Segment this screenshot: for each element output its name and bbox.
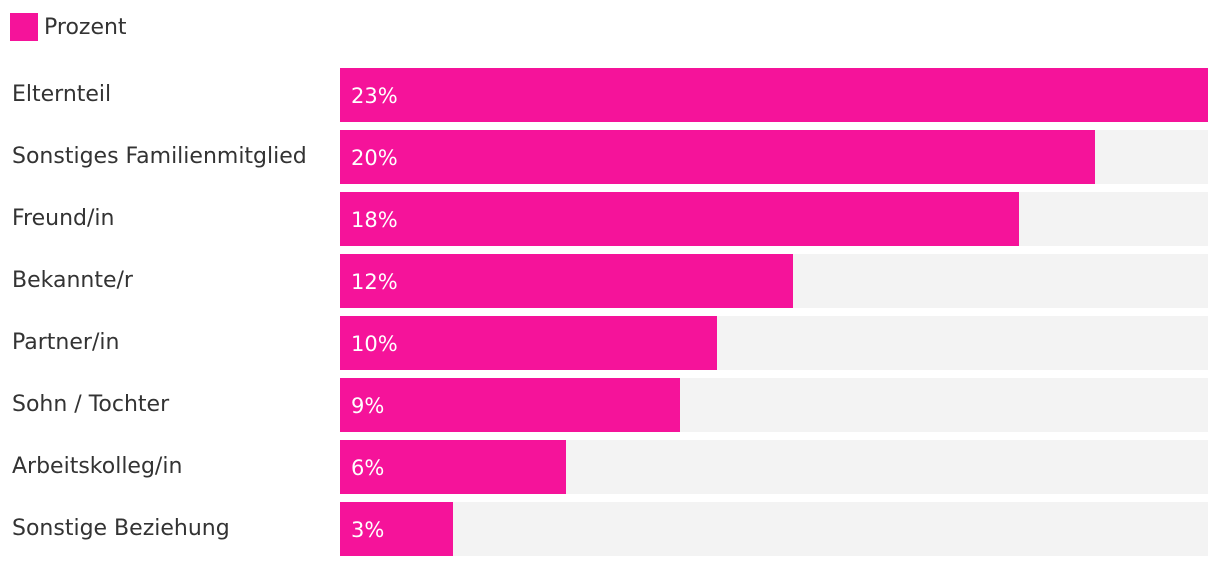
legend-swatch — [10, 13, 38, 41]
bar[interactable] — [340, 192, 1019, 246]
bar-track: 23% — [340, 68, 1208, 122]
category-label: Arbeitskolleg/in — [12, 454, 183, 479]
bar-track: 20% — [340, 130, 1208, 184]
category-label: Elternteil — [12, 82, 112, 107]
bar[interactable] — [340, 502, 453, 556]
bar[interactable] — [340, 254, 793, 308]
bar-value-label: 6% — [351, 456, 385, 480]
bar-value-label: 10% — [351, 332, 398, 356]
category-label: Sonstige Beziehung — [12, 516, 230, 541]
bar-track: 10% — [340, 316, 1208, 370]
bar-track: 6% — [340, 440, 1208, 494]
bar-value-label: 3% — [351, 518, 385, 542]
category-label: Sonstiges Familienmitglied — [12, 144, 307, 169]
bar-track: 3% — [340, 502, 1208, 556]
bar[interactable] — [340, 378, 680, 432]
bar[interactable] — [340, 68, 1208, 122]
bar[interactable] — [340, 316, 717, 370]
bar[interactable] — [340, 130, 1095, 184]
bar-track: 9% — [340, 378, 1208, 432]
legend-label: Prozent — [44, 14, 127, 40]
bar-value-label: 23% — [351, 84, 398, 108]
bar-value-label: 18% — [351, 208, 398, 232]
bar-track: 18% — [340, 192, 1208, 246]
bar-value-label: 20% — [351, 146, 398, 170]
category-label: Bekannte/r — [12, 268, 133, 293]
bar-value-label: 9% — [351, 394, 385, 418]
category-label: Sohn / Tochter — [12, 392, 170, 417]
category-label: Partner/in — [12, 330, 120, 355]
bar[interactable] — [340, 440, 566, 494]
bar-track: 12% — [340, 254, 1208, 308]
legend: Prozent — [10, 12, 127, 42]
category-label: Freund/in — [12, 206, 115, 231]
bar-value-label: 12% — [351, 270, 398, 294]
